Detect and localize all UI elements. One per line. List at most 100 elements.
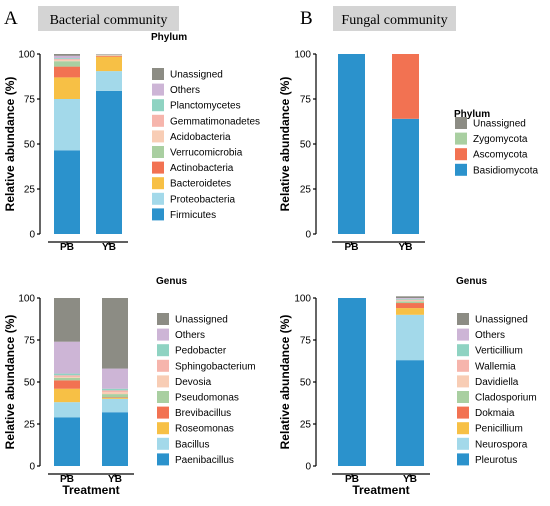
legend-swatch-dokmaia: [457, 406, 469, 419]
legend-item-bacillus: Bacillus: [175, 439, 209, 450]
bar-segment-davidiella: [396, 300, 424, 302]
x-tick-label: PB: [60, 474, 74, 485]
bar-segment-basidiomycota: [338, 54, 365, 234]
y-tick-label: 25: [24, 185, 36, 196]
legend-item-wallemia: Wallemia: [475, 361, 516, 372]
bar-segment-actinobacteria: [54, 66, 80, 78]
bar-segment-proteobacteria: [54, 99, 80, 151]
y-tick-label: 0: [305, 230, 311, 241]
x-axis-label: Treatment: [62, 483, 119, 497]
bar-segment-unassigned: [396, 296, 424, 298]
bar-segment-others: [396, 298, 424, 299]
panel-title-box-b: [333, 6, 456, 31]
x-tick-label: YB: [102, 242, 116, 253]
legend-item-proteobacteria: Proteobacteria: [170, 194, 235, 205]
y-tick-label: 75: [24, 336, 36, 347]
y-tick-label: 50: [24, 378, 36, 389]
legend-swatch-brevibacillus: [157, 406, 169, 419]
legend-item-davidiella: Davidiella: [475, 377, 519, 388]
y-tick-label: 25: [300, 185, 312, 196]
x-tick-label: PB: [345, 474, 359, 485]
legend-item-firmicutes: Firmicutes: [170, 210, 216, 221]
x-tick-label: PB: [60, 242, 74, 253]
bar-segment-pseudomonas: [54, 377, 80, 381]
y-tick-label: 0: [305, 462, 311, 473]
legend-item-roseomonas: Roseomonas: [175, 424, 234, 435]
legend-swatch-verticillium: [457, 344, 469, 357]
legend-swatch-proteobacteria: [152, 192, 164, 205]
y-tick-label: 25: [24, 420, 36, 431]
legend-item-zygomycota: Zygomycota: [473, 134, 528, 145]
chart-1: 0 25 50 75 100 Relative abundance (%) PB YB Phyl…: [3, 32, 260, 253]
legend-swatch-penicillium: [457, 422, 469, 435]
bar-segment-basidiomycota: [392, 118, 419, 234]
legend-item-pseudomonas: Pseudomonas: [175, 393, 239, 404]
legend-item-others: Others: [175, 330, 205, 341]
legend-swatch-basidiomycota: [455, 163, 467, 176]
legend-swatch-zygomycota: [455, 132, 467, 145]
legend-title: Genus: [156, 276, 188, 287]
bar-segment-brevibacillus: [54, 380, 80, 389]
legend-item-sphingobacterium: Sphingobacterium: [175, 361, 256, 372]
legend-item-paenibacillus: Paenibacillus: [175, 455, 234, 466]
legend-title: Phylum: [151, 32, 187, 43]
panel-title-a: Bacterial community: [50, 13, 168, 28]
panel-title-box-a: [38, 6, 179, 31]
bar-segment-others: [102, 368, 128, 389]
legend-item-verrucomicrobia: Verrucomicrobia: [170, 148, 243, 159]
legend-swatch-unassigned: [457, 313, 469, 325]
bar-segment-devosia: [102, 392, 128, 395]
legend-swatch-ascomycota: [455, 148, 467, 161]
bar-segment-unassigned: [54, 54, 80, 56]
bar-segment-others: [54, 341, 80, 374]
bar-segment-others: [54, 55, 80, 59]
x-tick-label: YB: [403, 474, 417, 485]
bar-segment-roseomonas: [102, 397, 128, 399]
bar-segment-planctomycetes: [54, 58, 80, 60]
legend-item-ascomycota: Ascomycota: [473, 150, 528, 161]
legend-swatch-wallemia: [457, 359, 469, 372]
y-tick-label: 50: [24, 140, 36, 151]
y-axis-label: Relative abundance (%): [278, 77, 292, 212]
legend-swatch-pleurotus: [457, 453, 469, 466]
legend-item-unassigned: Unassigned: [175, 315, 228, 326]
x-tick-label: PB: [345, 242, 359, 253]
bar-segment-verticillium: [396, 298, 424, 300]
legend-item-unassigned: Unassigned: [473, 119, 526, 130]
legend-swatch-others: [152, 83, 164, 96]
x-tick-label: YB: [399, 242, 413, 253]
chart-2: 0 25 50 75 100 Relative abundance (%) PB YB Phyl…: [278, 50, 538, 254]
y-tick-label: 100: [294, 50, 311, 61]
legend-swatch-paenibacillus: [157, 453, 169, 466]
legend-swatch-sphingobacterium: [157, 359, 169, 372]
legend-swatch-firmicutes: [152, 208, 164, 221]
legend-swatch-others: [157, 328, 169, 341]
bar-segment-dokmaia: [396, 303, 424, 309]
bar-segment-firmicutes: [96, 90, 122, 235]
legend-swatch-cladosporium: [457, 391, 469, 403]
legend-item-dokmaia: Dokmaia: [475, 408, 515, 419]
legend-swatch-bacillus: [157, 437, 169, 450]
legend-item-neurospora: Neurospora: [475, 439, 528, 450]
legend-title: Genus: [456, 276, 488, 287]
bar-segment-actinobacteria: [96, 55, 122, 57]
bar-segment-proteobacteria: [96, 71, 122, 91]
legend-swatch-gemmatimonadetes: [152, 114, 164, 127]
legend-item-cladosporium: Cladosporium: [475, 393, 537, 404]
panel-title-b: Fungal community: [341, 13, 447, 28]
y-tick-label: 75: [300, 336, 312, 347]
legend-swatch-devosia: [157, 375, 169, 388]
panel-letter-b: B: [300, 8, 313, 29]
legend-item-unassigned: Unassigned: [475, 315, 528, 326]
legend-item-brevibacillus: Brevibacillus: [175, 408, 231, 419]
legend-item-acidobacteria: Acidobacteria: [170, 132, 231, 143]
bar-segment-pleurotus: [396, 360, 424, 466]
panel-letter-a: A: [4, 8, 18, 29]
legend-item-devosia: Devosia: [175, 377, 212, 388]
legend-swatch-roseomonas: [157, 422, 169, 435]
legend-swatch-neurospora: [457, 437, 469, 450]
legend-item-verticillium: Verticillium: [475, 346, 523, 357]
legend-swatch-unassigned: [152, 68, 164, 80]
